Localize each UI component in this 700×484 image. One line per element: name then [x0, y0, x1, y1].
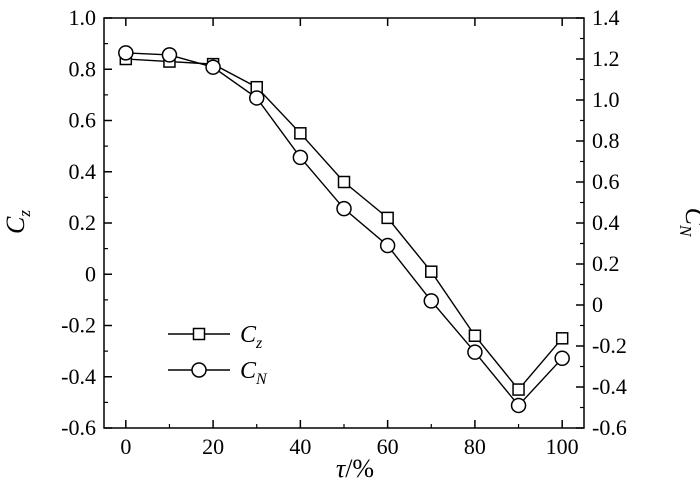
plot-frame	[103, 17, 585, 429]
axes: 0 20 40 60 80 100 1.0 0.8 0.6 0.4 0.2 0 -0.2 -0.4 -0.6…	[61, 5, 627, 459]
data-point-circle	[423, 293, 440, 309]
y-right-tick-label: 0.4	[592, 210, 620, 235]
y-right-tick-label: -0.6	[592, 415, 627, 440]
data-point-square	[294, 127, 307, 140]
legend-label: CN	[240, 358, 268, 388]
series-line	[125, 52, 563, 407]
x-tick-label: 100	[546, 434, 579, 459]
series-square	[119, 52, 569, 396]
data-point-circle	[161, 47, 178, 63]
x-tick-label: 40	[289, 434, 311, 459]
y-left-tick-label: 0	[85, 261, 96, 286]
series-layer	[118, 45, 570, 414]
data-point-circle	[510, 397, 527, 414]
series-circle	[118, 45, 570, 414]
y-left-tick-label: 0.8	[69, 56, 97, 81]
y-right-tick-label: 1.0	[592, 87, 620, 112]
y-right-tick-label: -0.4	[592, 374, 627, 399]
data-point-circle	[118, 45, 134, 61]
x-tick-label: 20	[202, 434, 224, 459]
x-tick-label: 0	[120, 434, 131, 459]
data-point-circle	[205, 59, 221, 75]
data-point-square	[425, 265, 438, 278]
data-point-square	[555, 332, 569, 345]
y-right-tick-label: 0.6	[592, 169, 620, 194]
data-point-square	[381, 211, 394, 225]
series-line	[125, 58, 563, 391]
y-right-axis-label: CN	[676, 208, 700, 238]
data-point-square	[337, 175, 351, 189]
x-tick-label: 80	[464, 434, 486, 459]
y-right-tick-label: -0.2	[592, 333, 627, 358]
y-left-tick-label: 1.0	[69, 5, 97, 30]
data-point-circle	[467, 344, 483, 360]
legend-marker-square	[192, 327, 206, 341]
data-point-circle	[292, 149, 309, 166]
y-left-axis-label: Cz	[1, 210, 34, 234]
y-left-tick-label: 0.4	[69, 159, 97, 184]
y-left-tick-label: 0.2	[69, 210, 97, 235]
y-right-tick-label: 1.4	[592, 5, 620, 30]
data-point-circle	[248, 90, 265, 106]
legend-marker-circle	[191, 362, 207, 378]
y-left-tick-label: -0.4	[61, 364, 96, 389]
y-right-tick-label: 0.8	[592, 128, 620, 153]
y-right-tick-label: 0	[592, 292, 603, 317]
data-point-circle	[379, 237, 396, 254]
legend-label: Cz	[240, 322, 263, 352]
legend-item-circle: CN	[168, 358, 268, 388]
y-left-tick-label: 0.6	[69, 108, 97, 133]
y-right-tick-label: 1.2	[592, 46, 620, 71]
y-left-tick-label: -0.6	[61, 415, 96, 440]
data-point-square	[468, 329, 482, 342]
x-axis-label: τ/%	[336, 454, 374, 483]
y-right-tick-label: 0.2	[592, 251, 620, 276]
data-point-circle	[336, 200, 352, 217]
data-point-square	[512, 383, 525, 396]
x-tick-label: 60	[377, 434, 399, 459]
data-point-circle	[554, 350, 570, 367]
legend: Cz CN	[168, 322, 268, 388]
legend-item-square: Cz	[168, 322, 263, 352]
y-left-tick-label: -0.2	[61, 313, 96, 338]
